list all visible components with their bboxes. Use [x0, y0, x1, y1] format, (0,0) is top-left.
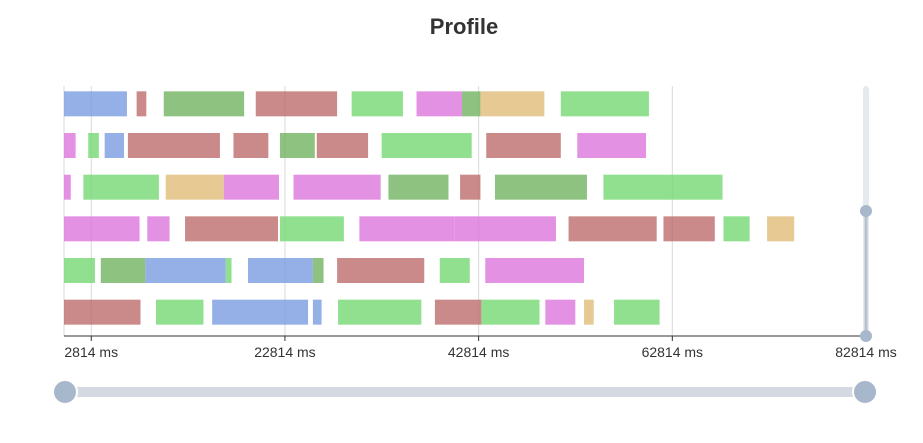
- task-bar[interactable]: [64, 216, 140, 242]
- task-bar[interactable]: [381, 133, 472, 158]
- task-bar[interactable]: [88, 133, 99, 158]
- y-slider-handle-top[interactable]: [860, 205, 872, 217]
- task-bar[interactable]: [462, 91, 481, 117]
- x-zoom-slider[interactable]: [52, 379, 878, 405]
- task-bar[interactable]: [767, 216, 795, 242]
- x-tick-label: 42814 ms: [448, 344, 509, 360]
- task-bars: [64, 91, 795, 325]
- task-bar[interactable]: [338, 299, 422, 325]
- task-bar[interactable]: [145, 258, 226, 283]
- task-bar[interactable]: [460, 174, 481, 200]
- task-bar[interactable]: [233, 133, 269, 158]
- task-bar[interactable]: [156, 299, 204, 325]
- task-bar[interactable]: [359, 216, 455, 242]
- task-bar[interactable]: [337, 258, 425, 283]
- task-bar[interactable]: [603, 174, 677, 200]
- x-axis-ticks: 2814 ms 22814 ms 42814 ms 62814 ms 82814 ms: [64, 336, 897, 360]
- task-bar[interactable]: [185, 216, 279, 242]
- task-bar[interactable]: [486, 133, 561, 158]
- task-bar[interactable]: [104, 133, 125, 158]
- task-bar[interactable]: [388, 174, 449, 200]
- task-bar[interactable]: [279, 216, 344, 242]
- task-bar[interactable]: [163, 91, 245, 117]
- task-bar[interactable]: [64, 174, 71, 200]
- task-bar[interactable]: [64, 91, 127, 117]
- task-bar[interactable]: [568, 216, 657, 242]
- task-bar[interactable]: [136, 91, 147, 117]
- task-bar[interactable]: [614, 299, 660, 325]
- chart-title: Profile: [430, 14, 498, 39]
- task-bar[interactable]: [416, 91, 463, 117]
- task-bar[interactable]: [723, 216, 750, 242]
- task-bar[interactable]: [351, 91, 403, 117]
- task-bar[interactable]: [316, 133, 369, 158]
- task-bar[interactable]: [127, 133, 220, 158]
- x-slider-handle-left[interactable]: [52, 379, 78, 405]
- y-slider-handle-bottom[interactable]: [860, 330, 872, 342]
- task-bar[interactable]: [312, 299, 322, 325]
- task-bar[interactable]: [165, 174, 224, 200]
- task-bar[interactable]: [100, 258, 146, 283]
- task-bar[interactable]: [439, 258, 470, 283]
- task-bar[interactable]: [524, 258, 585, 283]
- task-bar[interactable]: [584, 299, 594, 325]
- task-bar[interactable]: [64, 299, 141, 325]
- task-bar[interactable]: [454, 216, 556, 242]
- x-tick-label: 82814 ms: [835, 344, 896, 360]
- task-bar[interactable]: [212, 299, 309, 325]
- task-bar[interactable]: [293, 174, 381, 200]
- task-bar[interactable]: [83, 174, 159, 200]
- x-tick-label: 22814 ms: [254, 344, 315, 360]
- task-bar[interactable]: [434, 299, 482, 325]
- task-bar[interactable]: [225, 258, 232, 283]
- x-tick-label: 62814 ms: [642, 344, 703, 360]
- task-bar[interactable]: [560, 91, 649, 117]
- task-bar[interactable]: [223, 174, 279, 200]
- x-tick-label: 2814 ms: [64, 344, 118, 360]
- x-slider-handle-right[interactable]: [852, 379, 878, 405]
- task-bar[interactable]: [545, 299, 576, 325]
- task-bar[interactable]: [663, 216, 715, 242]
- task-bar[interactable]: [147, 216, 170, 242]
- task-bar[interactable]: [494, 174, 587, 200]
- x-slider-track[interactable]: [64, 387, 866, 397]
- task-bar[interactable]: [64, 258, 95, 283]
- task-bar[interactable]: [64, 133, 76, 158]
- task-bar[interactable]: [577, 133, 647, 158]
- task-bar[interactable]: [248, 258, 313, 283]
- task-bar[interactable]: [279, 133, 315, 158]
- task-bar[interactable]: [480, 91, 545, 117]
- task-bar[interactable]: [676, 174, 723, 200]
- grid-lines: [63, 86, 867, 336]
- task-bar[interactable]: [481, 299, 540, 325]
- task-bar[interactable]: [255, 91, 338, 117]
- task-bar[interactable]: [312, 258, 324, 283]
- y-zoom-slider[interactable]: [860, 86, 872, 342]
- task-bar[interactable]: [485, 258, 525, 283]
